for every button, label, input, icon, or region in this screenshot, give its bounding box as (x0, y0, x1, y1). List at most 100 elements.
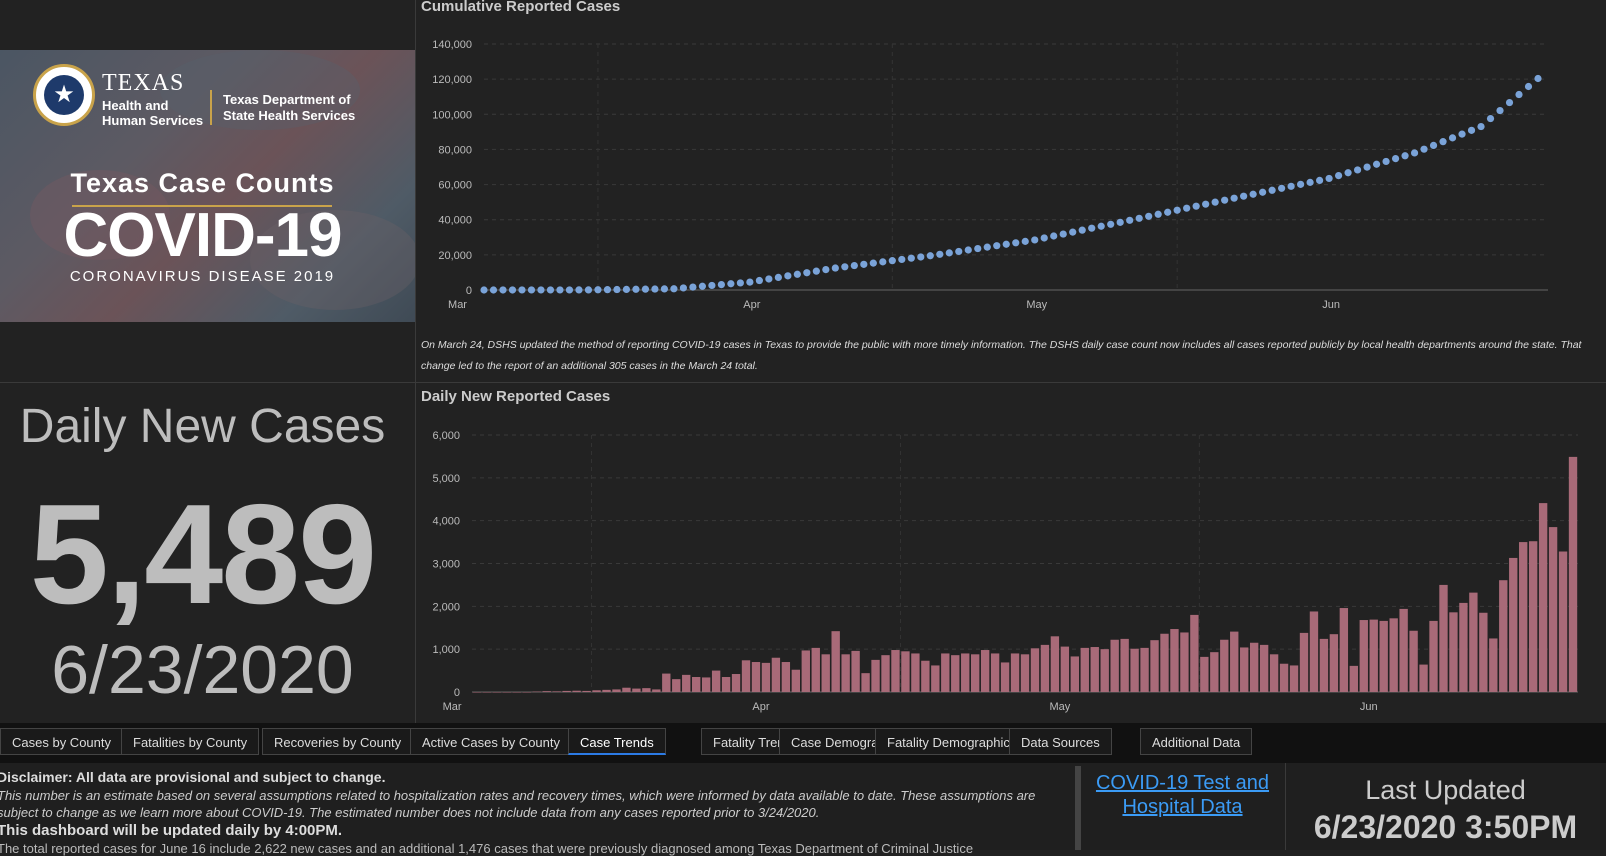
daily-bar (572, 690, 581, 692)
cumulative-point (1448, 134, 1457, 142)
cumulative-point (1249, 190, 1257, 198)
daily-bar (871, 659, 880, 692)
daily-bar (701, 677, 711, 692)
cumulative-point (1031, 236, 1039, 244)
daily-bar (622, 687, 631, 692)
cumulative-point (1496, 106, 1504, 115)
cumulative-point (1002, 240, 1010, 248)
daily-bar (721, 677, 731, 692)
cumulative-point (1202, 200, 1210, 208)
daily-bar (1359, 620, 1368, 692)
test-hospital-data-link[interactable]: COVID-19 Test and Hospital Data (1095, 772, 1270, 818)
tab-active-cases-by-county[interactable]: Active Cases by County (410, 728, 573, 755)
cumulative-point (1429, 141, 1438, 150)
daily-bar (961, 653, 970, 692)
daily-bar (1190, 614, 1199, 692)
cumulative-point (489, 286, 498, 294)
daily-bar (1568, 456, 1578, 692)
cumulative-point (1021, 237, 1029, 245)
last-updated-value: 6/23/2020 3:50PM (1313, 809, 1578, 845)
footer: Disclaimer: All data are provisional and… (0, 763, 1606, 856)
cumulative-point (1410, 149, 1419, 157)
daily-bar (482, 692, 492, 693)
daily-bar (990, 653, 1000, 692)
footer-scrollbar[interactable] (1075, 766, 1081, 850)
cumulative-point (831, 264, 839, 272)
last-updated-label: Last Updated (1365, 775, 1526, 805)
daily-bar (1180, 632, 1189, 692)
panel-divider (0, 382, 1606, 383)
y-tick-label: 1,000 (432, 644, 460, 656)
cumulative-point (1040, 234, 1048, 242)
tab-case-trends[interactable]: Case Trends (568, 728, 666, 755)
daily-bar (582, 690, 591, 692)
daily-bar (801, 650, 810, 692)
daily-bar (532, 691, 541, 693)
cumulative-point (812, 267, 820, 275)
daily-bar (1469, 592, 1478, 692)
disclaimer-text: This number is an estimate based on seve… (0, 788, 1036, 820)
daily-bar (1060, 646, 1070, 692)
y-tick-label: 100,000 (432, 109, 472, 121)
daily-bar (1329, 634, 1339, 692)
daily-bar (562, 690, 571, 692)
daily-bar (851, 650, 860, 692)
cumulative-point (527, 286, 536, 294)
daily-bar (662, 673, 671, 692)
cumulative-point (1477, 122, 1485, 131)
cumulative-point (926, 252, 934, 260)
cumulative-point (736, 279, 744, 287)
tab-recoveries-by-county[interactable]: Recoveries by County (262, 728, 414, 755)
tab-additional-data[interactable]: Additional Data (1140, 728, 1253, 755)
daily-bar (1000, 662, 1010, 692)
cumulative-point (936, 250, 944, 258)
cumulative-point (1097, 222, 1105, 230)
banner-tagline: CORONAVIRUS DISEASE 2019 (69, 268, 336, 285)
banner-rule (72, 205, 332, 207)
y-tick-label: 3,000 (432, 559, 460, 571)
cumulative-point (1259, 188, 1267, 196)
tab-fatality-demographics[interactable]: Fatality Demographics (875, 728, 1029, 755)
tab-fatalities-by-county[interactable]: Fatalities by County (121, 728, 260, 755)
cumulative-point (651, 285, 659, 293)
y-tick-label: 5,000 (432, 473, 460, 485)
cumulative-point (499, 286, 507, 294)
cumulative-point (755, 276, 763, 285)
y-tick-label: 4,000 (432, 516, 460, 528)
cumulative-point (1534, 74, 1542, 83)
cumulative-point (546, 286, 555, 294)
daily-bar (941, 653, 950, 692)
cumulative-point (1306, 178, 1314, 186)
daily-bar (1429, 620, 1438, 692)
cumulative-point (660, 285, 669, 293)
daily-bar (1509, 557, 1518, 692)
cumulative-point (1240, 192, 1248, 200)
daily-bar (1479, 612, 1488, 692)
cumulative-point (1458, 130, 1466, 138)
daily-bar (911, 653, 920, 692)
x-tick-label: May (1026, 299, 1047, 311)
daily-bar (1220, 639, 1229, 692)
cumulative-point (1116, 218, 1124, 226)
daily-bar (891, 650, 900, 692)
cumulative-point (1515, 90, 1523, 99)
org-subname: Health and Human Services (102, 98, 204, 128)
daily-bar (1010, 653, 1020, 692)
daily-bar (791, 669, 801, 692)
cumulative-point (613, 285, 621, 294)
cumulative-point (1050, 232, 1058, 240)
daily-bar (811, 647, 820, 692)
cumulative-point (1230, 194, 1238, 202)
daily-bar (602, 689, 611, 692)
daily-bar (931, 665, 940, 692)
daily-bar (1090, 647, 1099, 692)
tab-data-sources[interactable]: Data Sources (1009, 728, 1112, 755)
daily-bar (1130, 648, 1139, 692)
cumulative-point (860, 260, 868, 268)
y-tick-label: 80,000 (438, 144, 472, 156)
daily-bar (1499, 580, 1508, 692)
tab-cases-by-county[interactable]: Cases by County (0, 728, 123, 755)
cumulative-point (1334, 171, 1343, 180)
daily-bar (542, 691, 551, 692)
daily-bar (1369, 619, 1378, 692)
